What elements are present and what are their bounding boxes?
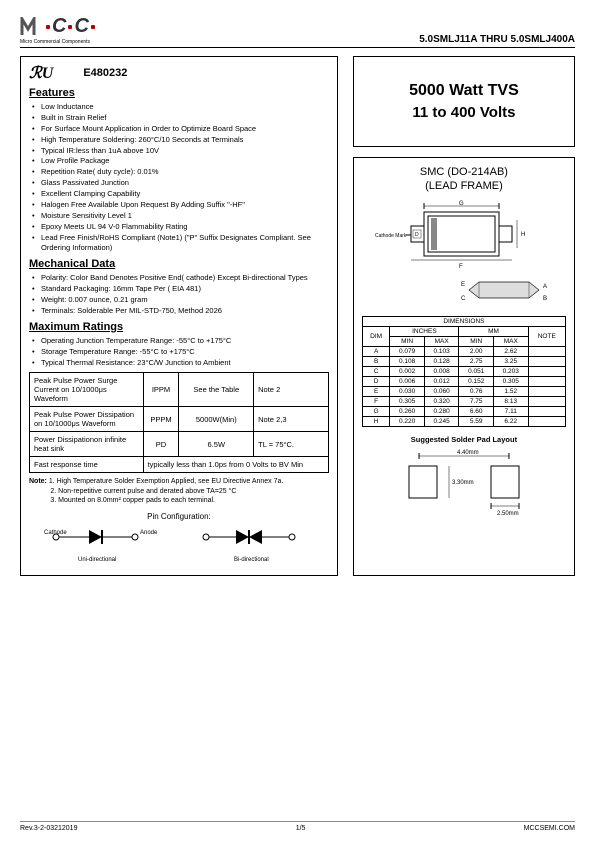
table-row: A0.0790.1032.002.62 <box>362 347 565 357</box>
mechanical-list: Polarity: Color Band Denotes Positive En… <box>29 273 329 317</box>
table-row: H0.2200.2455.596.22 <box>362 417 565 427</box>
features-heading: Features <box>29 87 329 99</box>
page-footer: Rev.3-2-03212019 1/5 MCCSEMI.COM <box>20 821 575 832</box>
solder-title: Suggested Solder Pad Layout <box>362 435 566 444</box>
list-item: Typical Thermal Resistance: 23°C/W Junct… <box>35 358 329 369</box>
svg-text:Cathode Mark: Cathode Mark <box>375 233 407 239</box>
list-item: High Temperature Soldering: 260°C/10 Sec… <box>35 135 329 146</box>
list-item: Halogen Free Available Upon Request By A… <box>35 200 329 211</box>
title-box: 5000 Watt TVS 11 to 400 Volts <box>353 56 575 147</box>
list-item: Operating Junction Temperature Range: -5… <box>35 336 329 347</box>
footer-rev: Rev.3-2-03212019 <box>20 825 77 832</box>
svg-text:G: G <box>459 201 464 207</box>
dimensions-table: DIMENSIONS DIMINCHESMMNOTE MINMAXMINMAXA… <box>362 316 566 427</box>
svg-text:4.40mm: 4.40mm <box>457 450 479 456</box>
svg-text:C: C <box>461 296 466 302</box>
list-item: Repetition Rate( duty cycle): 0.01% <box>35 167 329 178</box>
pin-config: Pin Configuration: Cathode Anode Uni-dir… <box>29 512 329 567</box>
footer-page: 1/5 <box>296 825 306 832</box>
list-item: Terminals: Solderable Per MIL-STD-750, M… <box>35 306 329 317</box>
svg-text:2.50mm: 2.50mm <box>497 511 519 517</box>
ul-mark-icon: ℛU <box>29 63 53 83</box>
footer-site: MCCSEMI.COM <box>524 825 575 832</box>
solder-pad-diagram: 4.40mm 3.30mm 2.50mm <box>389 448 539 518</box>
ul-code: E480232 <box>83 67 127 79</box>
pin-config-diagram: Cathode Anode Uni-directional Bi-directi… <box>34 525 324 567</box>
table-row: C0.0020.0080.0510.203 <box>362 367 565 377</box>
table-row: Power Dissipationon infinite heat sinkPD… <box>30 432 329 457</box>
list-item: Storage Temperature Range: -55°C to +175… <box>35 347 329 358</box>
notes: Note: 1. High Temperature Solder Exempti… <box>29 477 329 505</box>
list-item: Epoxy Meets UL 94 V-0 Flammability Ratin… <box>35 222 329 233</box>
list-item: Low Profile Package <box>35 156 329 167</box>
svg-text:H: H <box>521 232 525 238</box>
maximum-list: Operating Junction Temperature Range: -5… <box>29 336 329 369</box>
package-diagram: G Cathode Mark H D F A B E C <box>369 200 559 310</box>
left-column: ℛU E480232 Features Low InductanceBuilt … <box>20 56 338 576</box>
title-line1: 5000 Watt TVS <box>366 82 562 100</box>
list-item: Standard Packaging: 16mm Tape Per ( EIA … <box>35 284 329 295</box>
table-row: Peak Pulse Power Surge Current on 10/100… <box>30 373 329 407</box>
note-label: Note: <box>29 478 47 485</box>
page-header: C C Micro Commercial Components 5.0SMLJ1… <box>20 15 575 48</box>
list-item: Moisture Sensitivity Level 1 <box>35 211 329 222</box>
package-box: SMC (DO-214AB) (LEAD FRAME) G Cathode Ma… <box>353 157 575 576</box>
list-item: Excellent Clamping Capability <box>35 189 329 200</box>
ratings-table: Peak Pulse Power Surge Current on 10/100… <box>29 372 329 473</box>
list-item: Typical IR:less than 1uA above 10V <box>35 146 329 157</box>
svg-text:F: F <box>459 264 463 270</box>
mechanical-heading: Mechanical Data <box>29 258 329 270</box>
table-row: D0.0060.0120.1520.305 <box>362 377 565 387</box>
right-column: 5000 Watt TVS 11 to 400 Volts SMC (DO-21… <box>353 56 575 576</box>
table-row: F0.3050.3207.758.13 <box>362 397 565 407</box>
logo-mark-icon <box>20 17 44 37</box>
logo-letter-c1: C <box>52 15 66 38</box>
logo-subtitle: Micro Commercial Components <box>20 39 95 45</box>
list-item: Built in Strain Relief <box>35 113 329 124</box>
table-row: E0.0300.0600.761.52 <box>362 387 565 397</box>
list-item: Low Inductance <box>35 102 329 113</box>
svg-text:E: E <box>461 282 465 288</box>
list-item: Polarity: Color Band Denotes Positive En… <box>35 273 329 284</box>
table-row: Peak Pulse Power Dissipation on 10/1000μ… <box>30 407 329 432</box>
pkg-subtitle: (LEAD FRAME) <box>362 180 566 192</box>
cathode-label: Cathode <box>44 530 67 536</box>
bi-label: Bi-directional <box>234 557 269 563</box>
part-range: 5.0SMLJ11A THRU 5.0SMLJ400A <box>419 34 575 45</box>
svg-text:B: B <box>543 296 547 302</box>
svg-text:3.30mm: 3.30mm <box>452 480 474 486</box>
title-line2: 11 to 400 Volts <box>366 104 562 121</box>
pincfg-title: Pin Configuration: <box>29 512 329 521</box>
svg-text:D: D <box>415 232 419 238</box>
list-item: Glass Passivated Junction <box>35 178 329 189</box>
uni-label: Uni-directional <box>78 557 116 563</box>
table-row: Fast response timetypically less than 1.… <box>30 457 329 473</box>
svg-text:A: A <box>543 284 547 290</box>
logo-letter-c2: C <box>74 15 88 38</box>
list-item: For Surface Mount Application in Order t… <box>35 124 329 135</box>
logo: C C Micro Commercial Components <box>20 15 95 45</box>
table-row: G0.2600.2806.607.11 <box>362 407 565 417</box>
table-row: B0.1080.1282.753.25 <box>362 357 565 367</box>
pkg-title: SMC (DO-214AB) <box>362 166 566 178</box>
maximum-heading: Maximum Ratings <box>29 321 329 333</box>
features-list: Low InductanceBuilt in Strain ReliefFor … <box>29 102 329 254</box>
list-item: Lead Free Finish/RoHS Compliant (Note1) … <box>35 233 329 255</box>
anode-label: Anode <box>140 530 158 536</box>
list-item: Weight: 0.007 ounce, 0.21 gram <box>35 295 329 306</box>
